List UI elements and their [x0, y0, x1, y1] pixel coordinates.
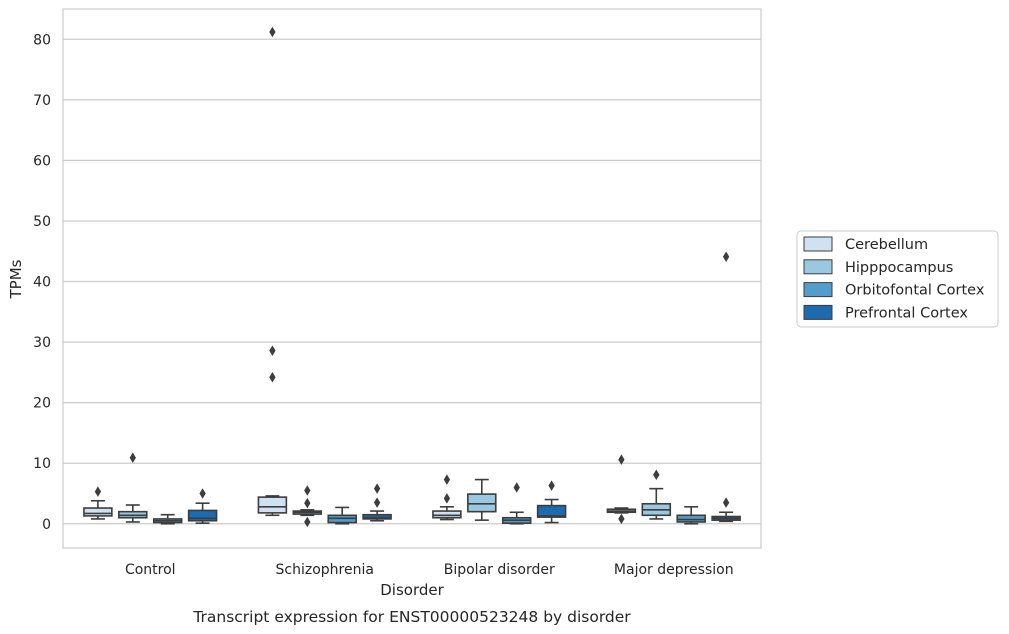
outlier-point: [618, 454, 625, 465]
x-tick-label: Bipolar disorder: [444, 562, 555, 578]
outlier-point: [269, 371, 276, 383]
legend-label: Hipppocampus: [845, 260, 953, 276]
box-prefrontal-cortex: [711, 251, 741, 523]
box-orbitofontal-cortex: [327, 506, 357, 525]
box-orbitofontal-cortex: [501, 482, 532, 525]
x-tick-label: Major depression: [614, 562, 734, 578]
outlier-point: [513, 482, 520, 493]
y-tick-label: 70: [33, 93, 51, 109]
x-tick-label: Control: [125, 562, 176, 578]
box-body: [362, 513, 392, 520]
plot-frame: [62, 8, 762, 549]
box-prefrontal-cortex: [362, 483, 392, 522]
y-tick-label: 40: [33, 275, 51, 291]
plot-background: [63, 9, 761, 548]
box-cerebellum: [432, 474, 462, 521]
outlier-point: [443, 493, 451, 504]
y-tick-label: 10: [33, 456, 51, 472]
box-cerebellum: [257, 26, 288, 517]
y-tick-label: 30: [33, 335, 51, 351]
box-body: [676, 514, 706, 523]
y-tick-label: 60: [33, 153, 51, 169]
outlier-point: [653, 469, 660, 480]
legend-swatch: [803, 236, 833, 252]
x-tick-labels: Control Schizophrenia Bipolar disorder Majo…: [125, 562, 734, 578]
outlier-point: [304, 516, 311, 528]
legend-swatch: [803, 259, 833, 275]
outlier-point: [129, 452, 136, 464]
outlier-point: [304, 485, 311, 496]
outlier-point: [443, 474, 451, 485]
legend-frame: [796, 230, 999, 328]
box-body: [432, 510, 462, 519]
box-prefrontal-cortex: [187, 488, 218, 524]
box-hipppocampus: [118, 452, 148, 523]
box-body: [467, 493, 497, 513]
x-axis-title: Disorder: [380, 581, 444, 599]
outlier-point: [548, 480, 555, 491]
outlier-point: [94, 486, 102, 497]
chart-caption: Transcript expression for ENST0000052324…: [192, 608, 631, 626]
outlier-point: [199, 488, 206, 499]
legend-label: Cerebellum: [845, 237, 928, 253]
box-series: [83, 26, 741, 528]
x-tick-label: Schizophrenia: [276, 562, 374, 578]
legend-label: Orbitofontal Cortex: [845, 283, 985, 299]
outlier-point: [304, 497, 311, 509]
legend-swatch: [803, 304, 833, 320]
outlier-point: [618, 513, 625, 525]
y-tick-label: 0: [42, 517, 51, 533]
box-hipppocampus: [641, 469, 672, 520]
y-tick-label: 50: [33, 214, 51, 230]
box-hipppocampus: [292, 485, 323, 528]
legend: Cerebellum Hipppocampus Orbitofontal Corte…: [796, 230, 999, 328]
box-cerebellum: [83, 486, 113, 520]
outlier-point: [373, 483, 381, 494]
y-axis-title: TPMs: [7, 259, 25, 299]
box-body: [536, 504, 567, 518]
box-prefrontal-cortex: [536, 480, 567, 524]
box-hipppocampus: [467, 478, 497, 521]
outlier-point: [722, 251, 730, 262]
box-body: [83, 507, 113, 517]
y-tick-label: 20: [33, 396, 51, 412]
legend-label: Prefrontal Cortex: [845, 305, 968, 321]
box-body: [187, 509, 218, 522]
grid-lines: [63, 38, 761, 525]
outlier-point: [269, 26, 276, 38]
outlier-point: [373, 497, 381, 508]
outlier-point: [722, 497, 730, 508]
y-tick-label: 80: [33, 32, 51, 48]
box-cerebellum: [606, 454, 637, 525]
y-tick-labels: 0 10 20 30 40 50 60 70 80: [33, 32, 51, 532]
box-body: [257, 496, 288, 514]
box-orbitofontal-cortex: [152, 513, 183, 525]
legend-swatch: [803, 282, 833, 298]
outlier-point: [269, 345, 276, 356]
box-orbitofontal-cortex: [676, 506, 706, 525]
